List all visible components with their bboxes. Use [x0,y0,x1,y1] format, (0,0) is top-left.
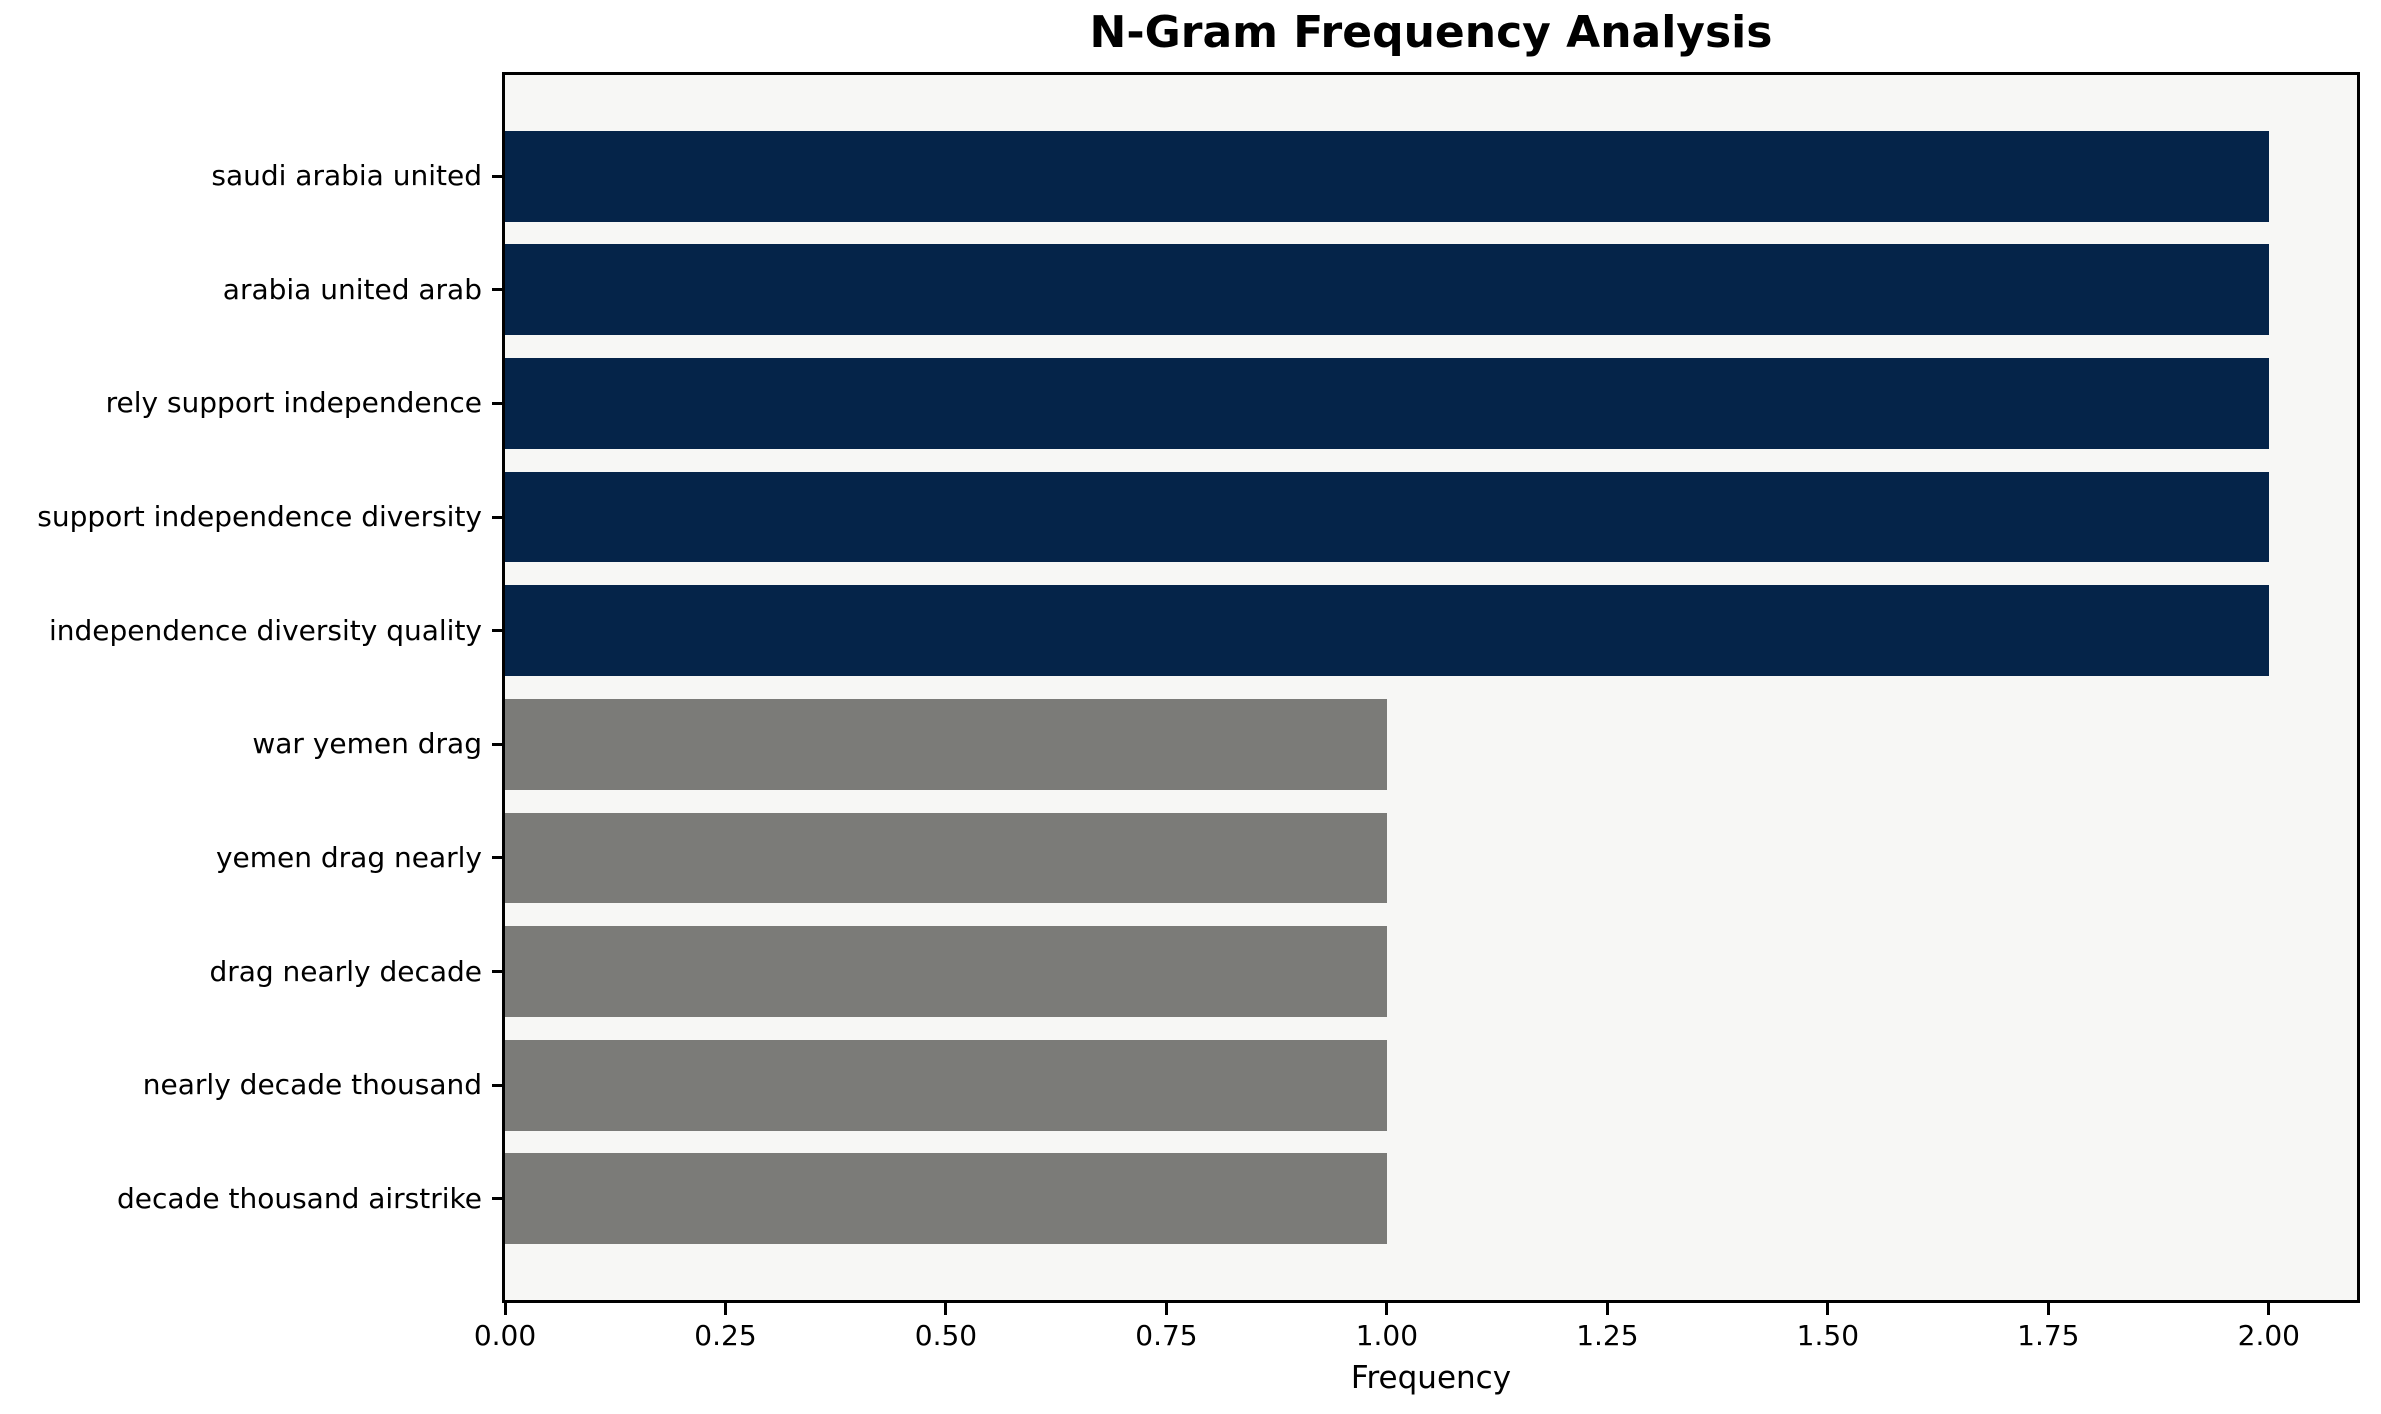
bar-saudi-arabia-united [505,130,2269,222]
y-tick-label: independence diversity quality [48,613,482,647]
x-tick-mark [2267,1303,2271,1315]
x-tick-mark [503,1303,507,1315]
bar-independence-diversity-quality [505,585,2269,677]
y-tick-mark [492,1083,502,1087]
x-tick-label: 1.75 [2017,1319,2080,1352]
x-tick-label: 2.00 [2237,1319,2300,1352]
plot-area [502,72,2360,1303]
x-tick-mark [2046,1303,2050,1315]
x-tick-label: 0.25 [694,1319,757,1352]
y-tick-mark [492,174,502,178]
y-tick-mark [492,1197,502,1201]
bar-war-yemen-drag [505,698,1387,790]
x-tick-mark [944,1303,948,1315]
bar-rely-support-independence [505,357,2269,449]
x-tick-label: 1.25 [1576,1319,1639,1352]
x-axis-title: Frequency [1350,1360,1512,1396]
y-tick-mark [492,401,502,405]
x-tick-mark [1826,1303,1830,1315]
bar-support-independence-diversity [505,471,2269,563]
y-tick-mark [492,970,502,974]
y-axis-labels: saudi arabia united arabia united arab rel… [0,72,482,1303]
x-tick-mark [1385,1303,1389,1315]
y-tick-mark [492,515,502,519]
bar-yemen-drag-nearly [505,812,1387,904]
x-tick-label: 0.50 [914,1319,978,1352]
y-tick-label: support independence diversity [37,500,482,534]
bar-decade-thousand-airstrike [505,1153,1387,1245]
y-tick-mark [492,288,502,292]
x-tick-label: 0.00 [473,1319,537,1352]
y-tick-mark [492,856,502,860]
y-tick-label: yemen drag nearly [215,840,482,874]
y-tick-label: drag nearly decade [209,954,482,988]
x-tick-mark [1605,1303,1609,1315]
x-tick-mark [1164,1303,1168,1315]
y-tick-mark [492,742,502,746]
y-tick-label: nearly decade thousand [142,1068,482,1102]
bar-arabia-united-arab [505,244,2269,336]
bar-drag-nearly-decade [505,926,1387,1018]
y-tick-mark [492,629,502,633]
y-tick-label: decade thousand airstrike [117,1181,482,1215]
x-tick-label: 0.75 [1135,1319,1198,1352]
y-tick-label: arabia united arab [222,272,482,306]
x-tick-label: 1.50 [1796,1319,1860,1352]
bar-nearly-decade-thousand [505,1039,1387,1131]
x-tick-label: 1.00 [1355,1319,1419,1352]
y-tick-label: saudi arabia united [211,159,482,193]
x-tick-mark [723,1303,727,1315]
y-tick-label: war yemen drag [252,727,482,761]
chart-title: N-Gram Frequency Analysis [1089,7,1773,58]
y-tick-label: rely support independence [105,386,482,420]
